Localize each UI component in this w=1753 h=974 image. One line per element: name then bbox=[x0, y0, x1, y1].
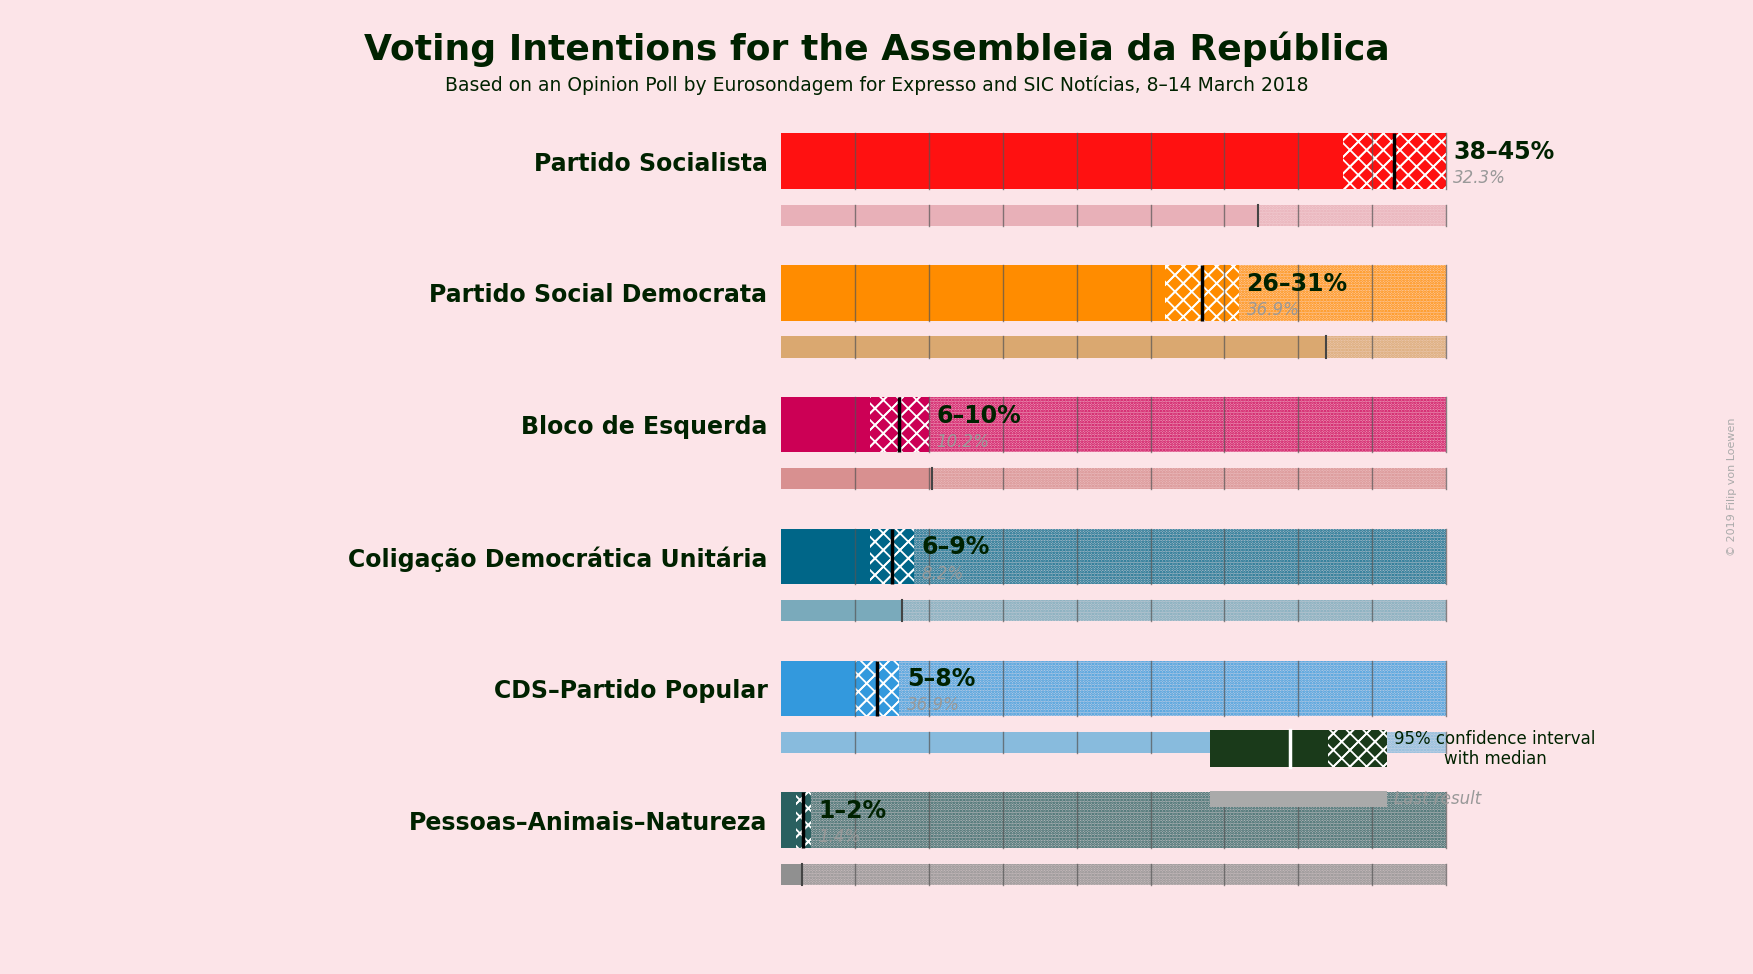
Bar bbox=[782, 397, 869, 452]
Bar bbox=[782, 336, 1446, 357]
Bar bbox=[782, 864, 803, 884]
Bar bbox=[782, 600, 1446, 621]
Bar bbox=[782, 731, 1446, 753]
Bar bbox=[782, 265, 1446, 320]
Text: 1–2%: 1–2% bbox=[819, 799, 887, 823]
Text: 36.9%: 36.9% bbox=[906, 696, 959, 715]
Bar bbox=[782, 468, 1446, 489]
Bar bbox=[869, 529, 915, 584]
Bar bbox=[782, 397, 1446, 452]
Text: 32.3%: 32.3% bbox=[1453, 169, 1506, 187]
Bar bbox=[1327, 730, 1387, 768]
Bar bbox=[796, 793, 812, 847]
Bar bbox=[869, 397, 929, 452]
Bar bbox=[782, 600, 903, 621]
Bar bbox=[782, 205, 1446, 226]
Bar bbox=[1327, 730, 1387, 768]
Bar bbox=[782, 397, 1446, 452]
Text: 36.9%: 36.9% bbox=[1246, 301, 1299, 319]
Text: 8.2%: 8.2% bbox=[922, 565, 964, 582]
Bar bbox=[782, 265, 1446, 320]
Bar bbox=[782, 468, 1446, 489]
Bar bbox=[782, 864, 1446, 884]
Text: Last result: Last result bbox=[1394, 790, 1481, 808]
Bar bbox=[855, 660, 899, 716]
Text: 95% confidence interval
with median: 95% confidence interval with median bbox=[1394, 730, 1595, 768]
Text: © 2019 Filip von Loewen: © 2019 Filip von Loewen bbox=[1727, 418, 1737, 556]
Bar bbox=[782, 205, 1446, 226]
Bar bbox=[782, 660, 855, 716]
Bar bbox=[782, 468, 933, 489]
Bar bbox=[782, 600, 1446, 621]
Text: 5–8%: 5–8% bbox=[906, 667, 975, 692]
Bar bbox=[1343, 133, 1446, 189]
Text: 38–45%: 38–45% bbox=[1453, 140, 1555, 164]
Bar bbox=[782, 731, 1446, 753]
Bar bbox=[782, 265, 1166, 320]
Bar bbox=[796, 793, 812, 847]
Bar bbox=[1166, 265, 1239, 320]
Bar bbox=[782, 205, 1259, 226]
Bar bbox=[782, 660, 1446, 716]
Bar bbox=[1166, 265, 1239, 320]
Bar bbox=[782, 336, 1446, 357]
Bar bbox=[782, 793, 796, 847]
Text: 26–31%: 26–31% bbox=[1246, 272, 1348, 296]
Bar bbox=[782, 793, 1446, 847]
Text: 10.2%: 10.2% bbox=[936, 432, 989, 451]
Bar bbox=[782, 133, 1446, 189]
Bar bbox=[855, 660, 899, 716]
Bar bbox=[782, 864, 1446, 884]
Bar bbox=[1210, 791, 1387, 806]
Text: 6–10%: 6–10% bbox=[936, 403, 1022, 428]
Bar bbox=[782, 133, 1446, 189]
Bar bbox=[1343, 133, 1446, 189]
Text: 6–9%: 6–9% bbox=[922, 536, 990, 559]
Text: 1.4%: 1.4% bbox=[819, 828, 861, 846]
Bar bbox=[1210, 730, 1327, 768]
Bar bbox=[782, 529, 1446, 584]
Bar bbox=[782, 731, 1327, 753]
Bar bbox=[782, 793, 1446, 847]
Bar bbox=[782, 133, 1343, 189]
Bar bbox=[869, 529, 915, 584]
Text: Based on an Opinion Poll by Eurosondagem for Expresso and SIC Notícias, 8–14 Mar: Based on an Opinion Poll by Eurosondagem… bbox=[445, 76, 1308, 95]
Text: Voting Intentions for the Assembleia da República: Voting Intentions for the Assembleia da … bbox=[363, 31, 1390, 66]
Bar bbox=[782, 529, 1446, 584]
Bar bbox=[782, 660, 1446, 716]
Bar bbox=[869, 397, 929, 452]
Bar bbox=[782, 529, 869, 584]
Bar bbox=[782, 336, 1327, 357]
